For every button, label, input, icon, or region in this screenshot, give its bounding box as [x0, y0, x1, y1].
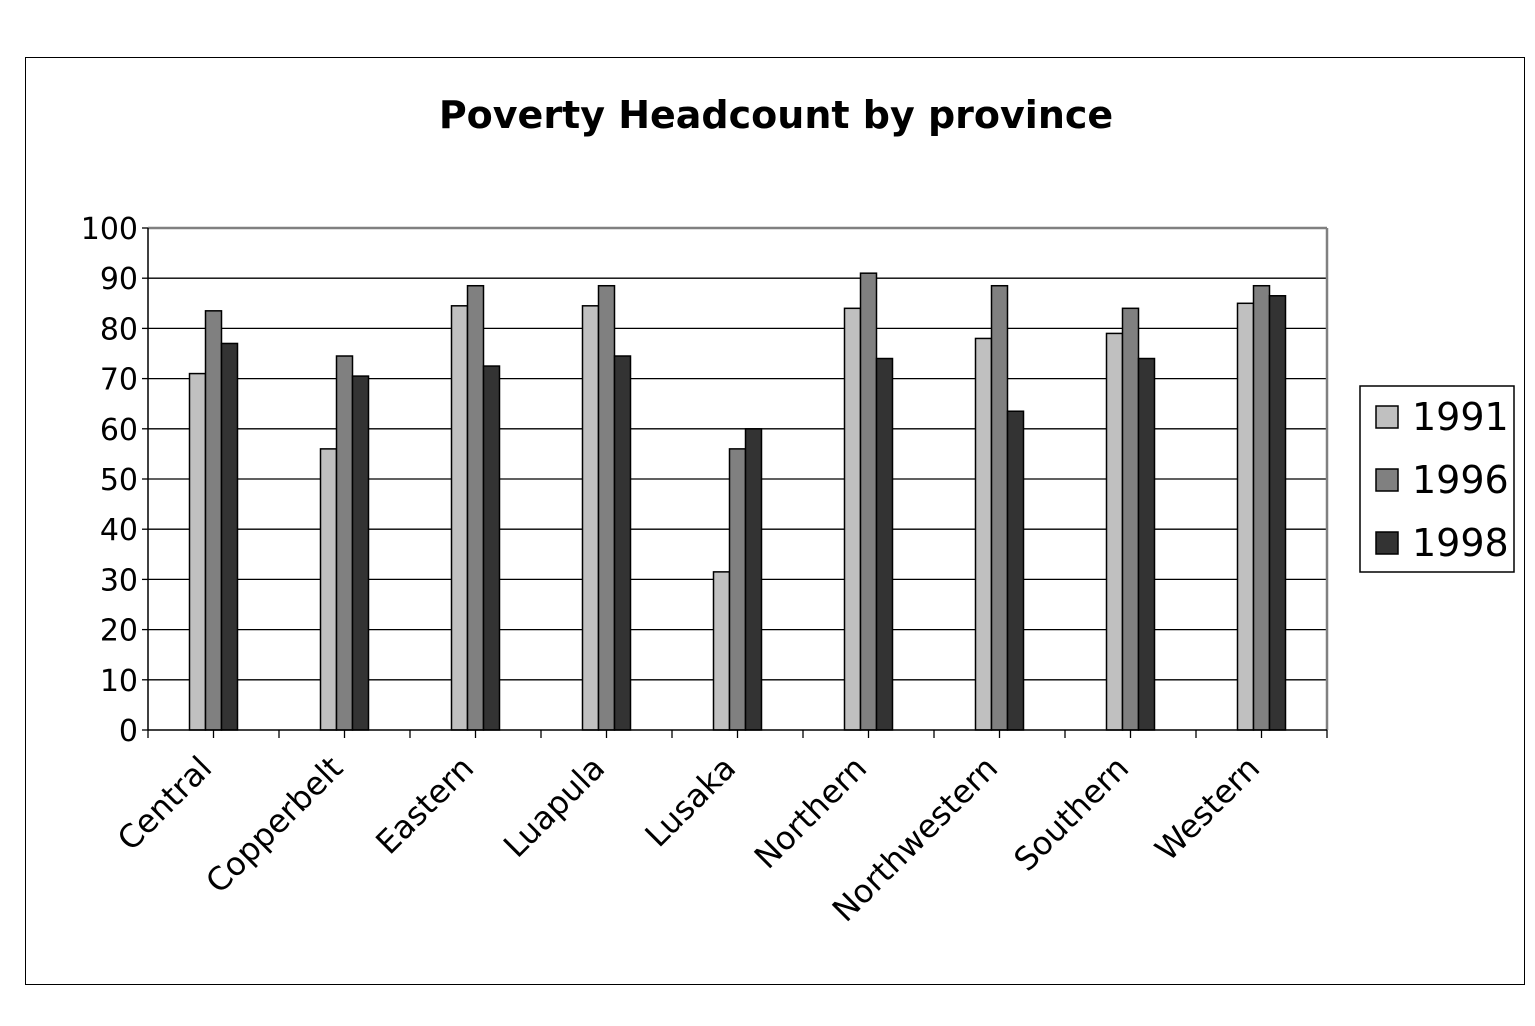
bar-eastern-1991 — [450, 305, 469, 731]
bar-western-1996 — [1252, 284, 1271, 731]
bar-copperbelt-1998 — [351, 375, 370, 731]
bar-lusaka-1998 — [744, 428, 763, 731]
x-tick-label: Central — [110, 749, 219, 858]
bar-luapula-1991 — [581, 305, 600, 731]
bar-northwestern-1998 — [1006, 410, 1025, 731]
bar-northern-1996 — [859, 272, 878, 731]
bar-luapula-1998 — [613, 355, 632, 731]
x-tick-label: Copperbelt — [198, 749, 350, 901]
y-tick-label: 80 — [100, 312, 138, 347]
bar-copperbelt-1996 — [335, 355, 354, 731]
y-tick-label: 0 — [119, 714, 138, 749]
legend-label-1996: 1996 — [1412, 458, 1509, 502]
y-tick-label: 10 — [100, 664, 138, 699]
x-tick-label: Eastern — [368, 749, 481, 862]
x-tick-label: Luapula — [496, 749, 612, 865]
y-tick-label: 50 — [100, 463, 138, 498]
legend-swatch-1991 — [1375, 405, 1399, 429]
y-tick-label: 30 — [100, 563, 138, 598]
bar-southern-1991 — [1105, 332, 1124, 731]
y-tick-label: 70 — [100, 363, 138, 398]
chart-frame — [25, 57, 1525, 985]
y-tick-label: 20 — [100, 614, 138, 649]
bar-lusaka-1996 — [728, 448, 747, 731]
bar-copperbelt-1991 — [319, 448, 338, 731]
x-tick-label: Southern — [1006, 749, 1136, 879]
bar-central-1991 — [188, 372, 207, 731]
bar-northwestern-1991 — [974, 337, 993, 731]
y-tick-label: 40 — [100, 513, 138, 548]
chart-title: Poverty Headcount by province — [439, 93, 1113, 137]
y-tick-label: 60 — [100, 413, 138, 448]
legend-label-1998: 1998 — [1412, 521, 1509, 565]
bar-western-1998 — [1268, 295, 1287, 731]
y-tick-label: 100 — [81, 212, 138, 247]
bar-central-1998 — [220, 342, 239, 731]
legend-swatch-1996 — [1375, 468, 1399, 492]
bar-eastern-1998 — [482, 365, 501, 731]
legend-swatch-1998 — [1375, 531, 1399, 555]
x-tick-label: Western — [1147, 749, 1267, 869]
legend: 1991 1996 1998 — [1359, 385, 1515, 573]
bar-eastern-1996 — [466, 284, 485, 731]
legend-label-1991: 1991 — [1412, 395, 1509, 439]
bar-northern-1991 — [843, 307, 862, 731]
bar-southern-1998 — [1137, 357, 1156, 731]
bar-western-1991 — [1236, 302, 1255, 731]
x-tick-label: Northern — [747, 749, 874, 876]
bar-northwestern-1996 — [990, 284, 1009, 731]
y-tick-label: 90 — [100, 262, 138, 297]
bar-lusaka-1991 — [712, 571, 731, 731]
bar-luapula-1996 — [597, 284, 616, 731]
bar-southern-1996 — [1121, 307, 1140, 731]
bar-northern-1998 — [875, 357, 894, 731]
x-tick-label: Lusaka — [638, 749, 744, 855]
bar-central-1996 — [204, 310, 223, 731]
